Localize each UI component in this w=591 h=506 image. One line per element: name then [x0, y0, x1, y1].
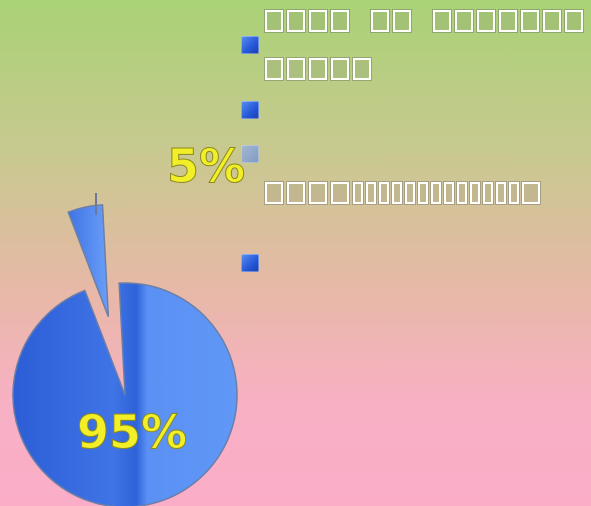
- bullet-text-line-3: [265, 182, 540, 204]
- bullet-marker-2: [241, 101, 259, 119]
- bullet-marker-4: [241, 254, 259, 272]
- pie-label-5: 5%: [167, 139, 245, 193]
- pie-label-95: 95%: [77, 405, 187, 459]
- pie-slice-95: [12, 282, 238, 506]
- pie-slice-5: [67, 204, 110, 318]
- bullet-text-line-1: [265, 10, 583, 32]
- bullet-marker-3: [241, 145, 259, 163]
- bullet-marker-1: [241, 36, 259, 54]
- bullet-text-line-1b: [265, 58, 371, 80]
